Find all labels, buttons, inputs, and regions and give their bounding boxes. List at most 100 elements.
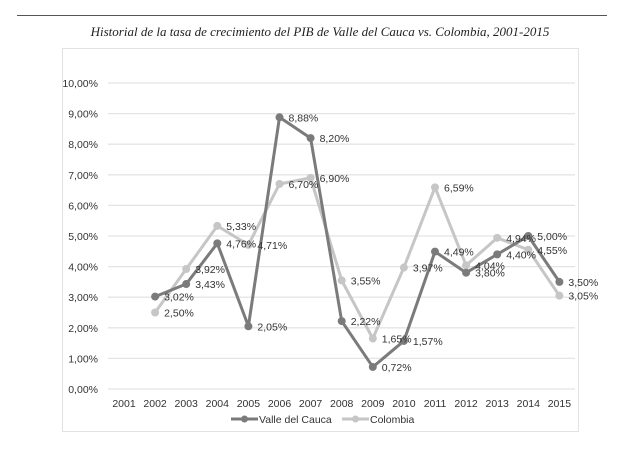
- data-label: 3,43%: [195, 279, 225, 291]
- legend-marker: [352, 415, 359, 423]
- data-point: [524, 245, 533, 254]
- x-tick-label: 2010: [392, 398, 416, 410]
- data-label: 1,57%: [413, 336, 443, 348]
- data-label: 3,02%: [164, 292, 194, 304]
- x-tick-label: 2005: [237, 398, 261, 410]
- data-label: 4,71%: [257, 240, 287, 252]
- y-tick-label: 8,00%: [68, 139, 98, 151]
- x-tick-label: 2007: [299, 398, 323, 410]
- data-labels: 3,02%3,43% 4,76% 2,05% 8,88%8,20% 2,22% 0,72%…: [164, 112, 598, 374]
- data-label: 6,59%: [444, 182, 474, 194]
- data-point: [306, 134, 315, 143]
- data-label: 3,80%: [475, 268, 505, 280]
- data-point: [399, 263, 408, 272]
- data-label: 1,65%: [382, 334, 412, 346]
- data-point: [399, 336, 408, 345]
- series-valle-del-cauca: [151, 113, 564, 371]
- data-point: [275, 179, 284, 188]
- y-tick-label: 6,00%: [68, 200, 98, 212]
- data-label: 4,94%: [506, 233, 536, 245]
- data-label: 5,33%: [226, 221, 256, 233]
- data-point: [337, 317, 346, 326]
- data-point: [555, 291, 564, 300]
- data-point: [182, 280, 191, 289]
- x-tick-label: 2015: [548, 398, 572, 410]
- legend-marker: [241, 415, 248, 423]
- y-tick-label: 10,00%: [62, 78, 98, 90]
- data-label: 3,05%: [568, 291, 598, 303]
- data-label: 8,20%: [320, 133, 350, 145]
- y-tick-label: 7,00%: [68, 170, 98, 182]
- x-tick-label: 2014: [517, 398, 541, 410]
- data-point: [244, 240, 253, 249]
- data-label: 5,00%: [537, 231, 567, 243]
- series-colombia: [151, 173, 564, 343]
- top-rule: [17, 15, 607, 16]
- x-tick-label: 2013: [486, 398, 510, 410]
- data-point: [555, 277, 564, 286]
- series-line: [153, 176, 561, 341]
- y-axis-ticks: 0,00% 1,00% 2,00% 3,00% 4,00% 5,00% 6,00% 7,00%…: [62, 78, 98, 396]
- data-point: [244, 322, 253, 331]
- data-label: 0,72%: [382, 362, 412, 374]
- y-tick-label: 5,00%: [68, 231, 98, 243]
- legend-label: Colombia: [370, 414, 415, 426]
- data-label: 2,50%: [164, 308, 194, 320]
- y-tick-label: 3,00%: [68, 292, 98, 304]
- data-label: 2,22%: [351, 316, 381, 328]
- data-label: 3,97%: [413, 263, 443, 275]
- data-point: [151, 308, 160, 317]
- x-axis-ticks: 2001 2002 2003 2004 2005 2006 2007 2008 2009 2010…: [112, 398, 571, 410]
- chart-frame: [62, 48, 579, 432]
- data-point: [524, 232, 533, 240]
- data-point: [462, 261, 471, 270]
- data-label: 3,50%: [568, 277, 598, 289]
- data-label: 6,70%: [289, 179, 319, 191]
- data-point: [431, 247, 439, 256]
- data-point: [213, 239, 222, 248]
- y-tick-label: 2,00%: [68, 323, 98, 335]
- data-label: 3,55%: [351, 275, 381, 287]
- data-point: [337, 276, 346, 285]
- y-tick-label: 1,00%: [68, 353, 98, 365]
- data-point: [213, 221, 222, 230]
- chart-caption: Historial de la tasa de crecimiento del …: [90, 24, 550, 39]
- y-tick-label: 9,00%: [68, 109, 98, 121]
- data-point: [306, 173, 315, 182]
- data-label: 2,05%: [257, 321, 287, 333]
- data-point: [182, 265, 191, 274]
- data-point: [493, 233, 502, 242]
- data-point: [493, 250, 502, 259]
- legend-item: Colombia: [342, 414, 415, 426]
- legend-item: Valle del Cauca: [231, 414, 332, 426]
- data-label: 4,49%: [444, 247, 474, 259]
- data-label: 4,40%: [506, 249, 536, 261]
- x-tick-label: 2001: [112, 398, 136, 410]
- x-tick-label: 2006: [268, 398, 292, 410]
- data-label: 4,04%: [475, 260, 505, 272]
- data-point: [275, 113, 284, 122]
- gridlines: [108, 82, 575, 390]
- data-point: [151, 292, 160, 301]
- series-line: [154, 115, 561, 369]
- data-label: 6,90%: [320, 173, 350, 185]
- x-tick-label: 2012: [454, 398, 478, 410]
- y-tick-label: 4,00%: [68, 262, 98, 274]
- data-point: [368, 334, 377, 343]
- x-tick-label: 2011: [424, 398, 447, 410]
- data-point: [368, 362, 377, 371]
- x-tick-label: 2002: [143, 398, 167, 410]
- data-label: 8,88%: [289, 112, 319, 124]
- data-label: 4,76%: [226, 238, 256, 250]
- x-tick-label: 2009: [361, 398, 385, 410]
- x-tick-label: 2003: [175, 398, 199, 410]
- data-point: [431, 183, 439, 192]
- legend: Valle del Cauca Colombia: [231, 414, 415, 426]
- series-group: [151, 113, 564, 371]
- data-label: 3,92%: [195, 264, 225, 276]
- data-point: [462, 268, 471, 277]
- legend-label: Valle del Cauca: [259, 414, 332, 426]
- data-label: 4,55%: [537, 245, 567, 257]
- y-tick-label: 0,00%: [68, 384, 98, 396]
